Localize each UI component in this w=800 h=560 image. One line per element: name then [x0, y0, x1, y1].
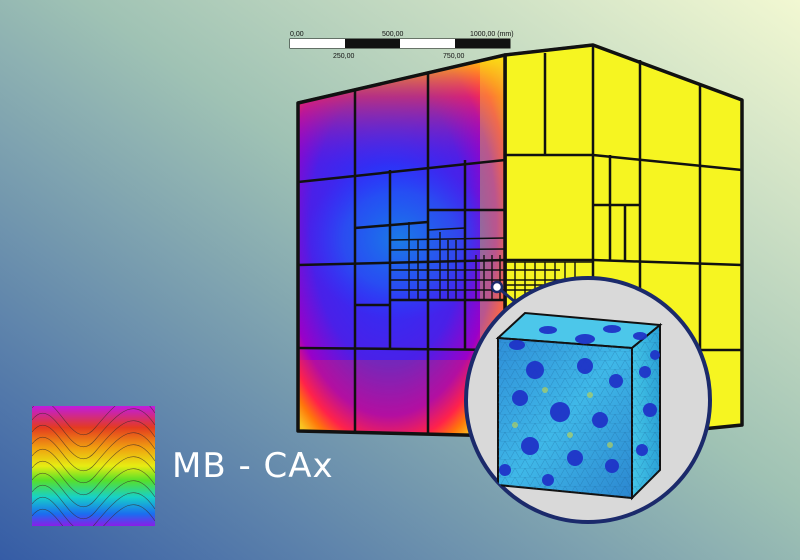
scale-label-500: 500,00 [382, 31, 404, 38]
scale-label-0: 0,00 [290, 31, 304, 38]
scale-label-1000: 1000,00 (mm) [470, 31, 514, 38]
scale-label-250: 250,00 [333, 53, 355, 60]
microstructure-fem-cube-icon [464, 276, 712, 524]
contour-wave-logo-icon [32, 406, 155, 526]
scale-label-750: 750,00 [443, 53, 465, 60]
scale-bar: 0,00 500,00 1000,00 (mm) 250,00 750,00 [289, 31, 514, 60]
brand-name: MB - CAx [172, 446, 334, 486]
